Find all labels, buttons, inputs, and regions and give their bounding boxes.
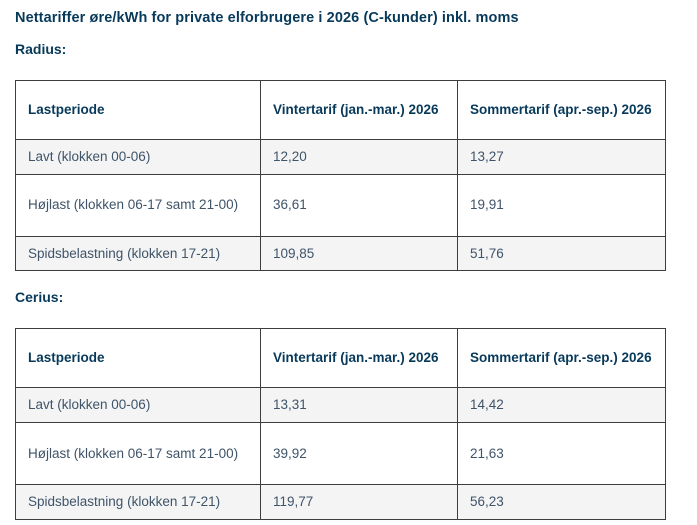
table-row-lavt: Lavt (klokken 00-06) 12,20 13,27 — [15, 139, 666, 175]
column-header-vintertarif: Vintertarif (jan.-mar.) 2026 — [260, 80, 458, 140]
winter-rate-cell: 36,61 — [260, 173, 458, 237]
column-header-lastperiode: Lastperiode — [15, 80, 261, 140]
summer-rate-cell: 56,23 — [457, 483, 666, 520]
table-row-hojlast: Højlast (klokken 06-17 samt 21-00) 39,92… — [15, 421, 666, 485]
summer-rate-cell: 21,63 — [457, 421, 666, 485]
load-period-cell: Lavt (klokken 00-06) — [15, 387, 261, 423]
cerius-tariff-table: Lastperiode Vintertarif (jan.-mar.) 2026… — [15, 328, 666, 520]
winter-rate-cell: 13,31 — [260, 387, 458, 423]
header-row: Lastperiode Vintertarif (jan.-mar.) 2026… — [15, 328, 666, 389]
radius-table-body: Lavt (klokken 00-06) 12,20 13,27 Højlast… — [15, 139, 666, 272]
winter-rate-cell: 119,77 — [260, 483, 458, 520]
winter-rate-cell: 39,92 — [260, 421, 458, 485]
column-header-lastperiode: Lastperiode — [15, 328, 261, 389]
header-row: Lastperiode Vintertarif (jan.-mar.) 2026… — [15, 80, 666, 140]
section-label-radius: Radius: — [15, 41, 67, 57]
column-header-vintertarif: Vintertarif (jan.-mar.) 2026 — [260, 328, 458, 389]
load-period-cell: Højlast (klokken 06-17 samt 21-00) — [15, 173, 261, 237]
table-row-spidsbelastning: Spidsbelastning (klokken 17-21) 119,77 5… — [15, 483, 666, 520]
column-header-sommertarif: Sommertarif (apr.-sep.) 2026 — [457, 80, 666, 140]
load-period-cell: Lavt (klokken 00-06) — [15, 139, 261, 175]
radius-tariff-table: Lastperiode Vintertarif (jan.-mar.) 2026… — [15, 80, 666, 272]
summer-rate-cell: 14,42 — [457, 387, 666, 423]
page-title: Nettariffer øre/kWh for private elforbru… — [15, 10, 519, 26]
radius-table-header: Lastperiode Vintertarif (jan.-mar.) 2026… — [15, 80, 666, 140]
cerius-table-header: Lastperiode Vintertarif (jan.-mar.) 2026… — [15, 328, 666, 389]
winter-rate-cell: 12,20 — [260, 139, 458, 175]
table-row-hojlast: Højlast (klokken 06-17 samt 21-00) 36,61… — [15, 173, 666, 237]
load-period-cell: Højlast (klokken 06-17 samt 21-00) — [15, 421, 261, 485]
summer-rate-cell: 19,91 — [457, 173, 666, 237]
cerius-table-body: Lavt (klokken 00-06) 13,31 14,42 Højlast… — [15, 387, 666, 520]
load-period-cell: Spidsbelastning (klokken 17-21) — [15, 483, 261, 520]
summer-rate-cell: 13,27 — [457, 139, 666, 175]
table-row-spidsbelastning: Spidsbelastning (klokken 17-21) 109,85 5… — [15, 235, 666, 272]
column-header-sommertarif: Sommertarif (apr.-sep.) 2026 — [457, 328, 666, 389]
table-row-lavt: Lavt (klokken 00-06) 13,31 14,42 — [15, 387, 666, 423]
load-period-cell: Spidsbelastning (klokken 17-21) — [15, 235, 261, 272]
summer-rate-cell: 51,76 — [457, 235, 666, 272]
winter-rate-cell: 109,85 — [260, 235, 458, 272]
section-label-cerius: Cerius: — [15, 289, 64, 306]
